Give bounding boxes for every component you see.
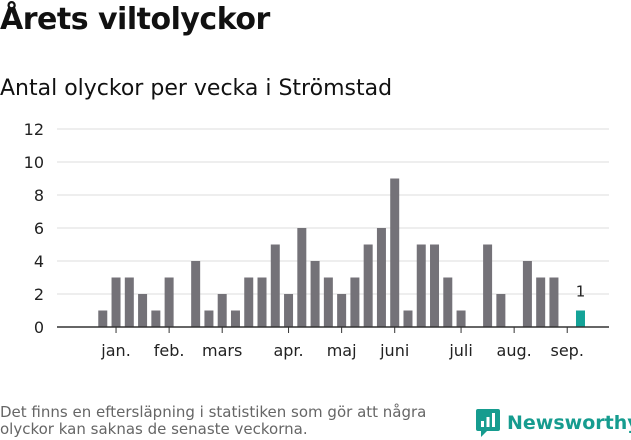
- bar: [363, 244, 373, 327]
- bar: [217, 294, 227, 327]
- bar: [443, 277, 453, 327]
- bar: [390, 178, 400, 327]
- bar: [536, 277, 546, 327]
- x-tick-label: juni: [379, 341, 409, 360]
- bar: [244, 277, 254, 327]
- bar: [522, 261, 532, 327]
- y-tick-label: 10: [24, 153, 44, 172]
- chart-title: Årets viltolyckor: [0, 2, 270, 37]
- bar: [483, 244, 493, 327]
- bar: [456, 310, 466, 327]
- newsworthy-logo-icon: [476, 409, 500, 437]
- bar-highlight: [575, 310, 585, 327]
- bar: [124, 277, 134, 327]
- bar: [164, 277, 174, 327]
- bar: [204, 310, 214, 327]
- x-tick-label: mars: [202, 341, 242, 360]
- bar: [257, 277, 267, 327]
- bar: [151, 310, 161, 327]
- bar: [230, 310, 240, 327]
- x-tick-label: juli: [448, 341, 472, 360]
- x-tick-label: jan.: [100, 341, 130, 360]
- brand-name: Newsworthy: [507, 412, 631, 434]
- y-tick-label: 4: [34, 252, 44, 271]
- bar: [549, 277, 559, 327]
- bar: [98, 310, 108, 327]
- x-tick-label: feb.: [154, 341, 185, 360]
- x-tick-label: apr.: [273, 341, 303, 360]
- bar: [403, 310, 413, 327]
- chart-subtitle: Antal olyckor per vecka i Strömstad: [0, 76, 393, 101]
- bar: [138, 294, 148, 327]
- bar: [376, 228, 386, 327]
- bar: [111, 277, 121, 327]
- bar: [284, 294, 294, 327]
- y-tick-label: 6: [34, 219, 44, 238]
- y-tick-label: 12: [24, 120, 44, 139]
- bar: [297, 228, 307, 327]
- bar: [310, 261, 320, 327]
- bar: [270, 244, 280, 327]
- x-tick-label: aug.: [497, 341, 532, 360]
- data-label: 1: [576, 283, 586, 301]
- y-tick-label: 2: [34, 285, 44, 304]
- bar: [496, 294, 506, 327]
- bar-chart: 0 2 4 6 8 10 12 1 jan. feb. mars apr. maj juni juli aug…: [24, 120, 609, 360]
- x-tick-label: sep.: [551, 341, 584, 360]
- x-tick-label: maj: [327, 341, 357, 360]
- newsworthy-brand[interactable]: Newsworthy: [475, 406, 631, 440]
- bar: [191, 261, 201, 327]
- bar: [350, 277, 360, 327]
- bar: [323, 277, 333, 327]
- footnote: Det finns en eftersläpning i statistiken…: [0, 403, 427, 438]
- bar: [337, 294, 347, 327]
- bar: [430, 244, 440, 327]
- bar: [416, 244, 426, 327]
- y-tick-label: 0: [34, 318, 44, 337]
- y-tick-label: 8: [34, 186, 44, 205]
